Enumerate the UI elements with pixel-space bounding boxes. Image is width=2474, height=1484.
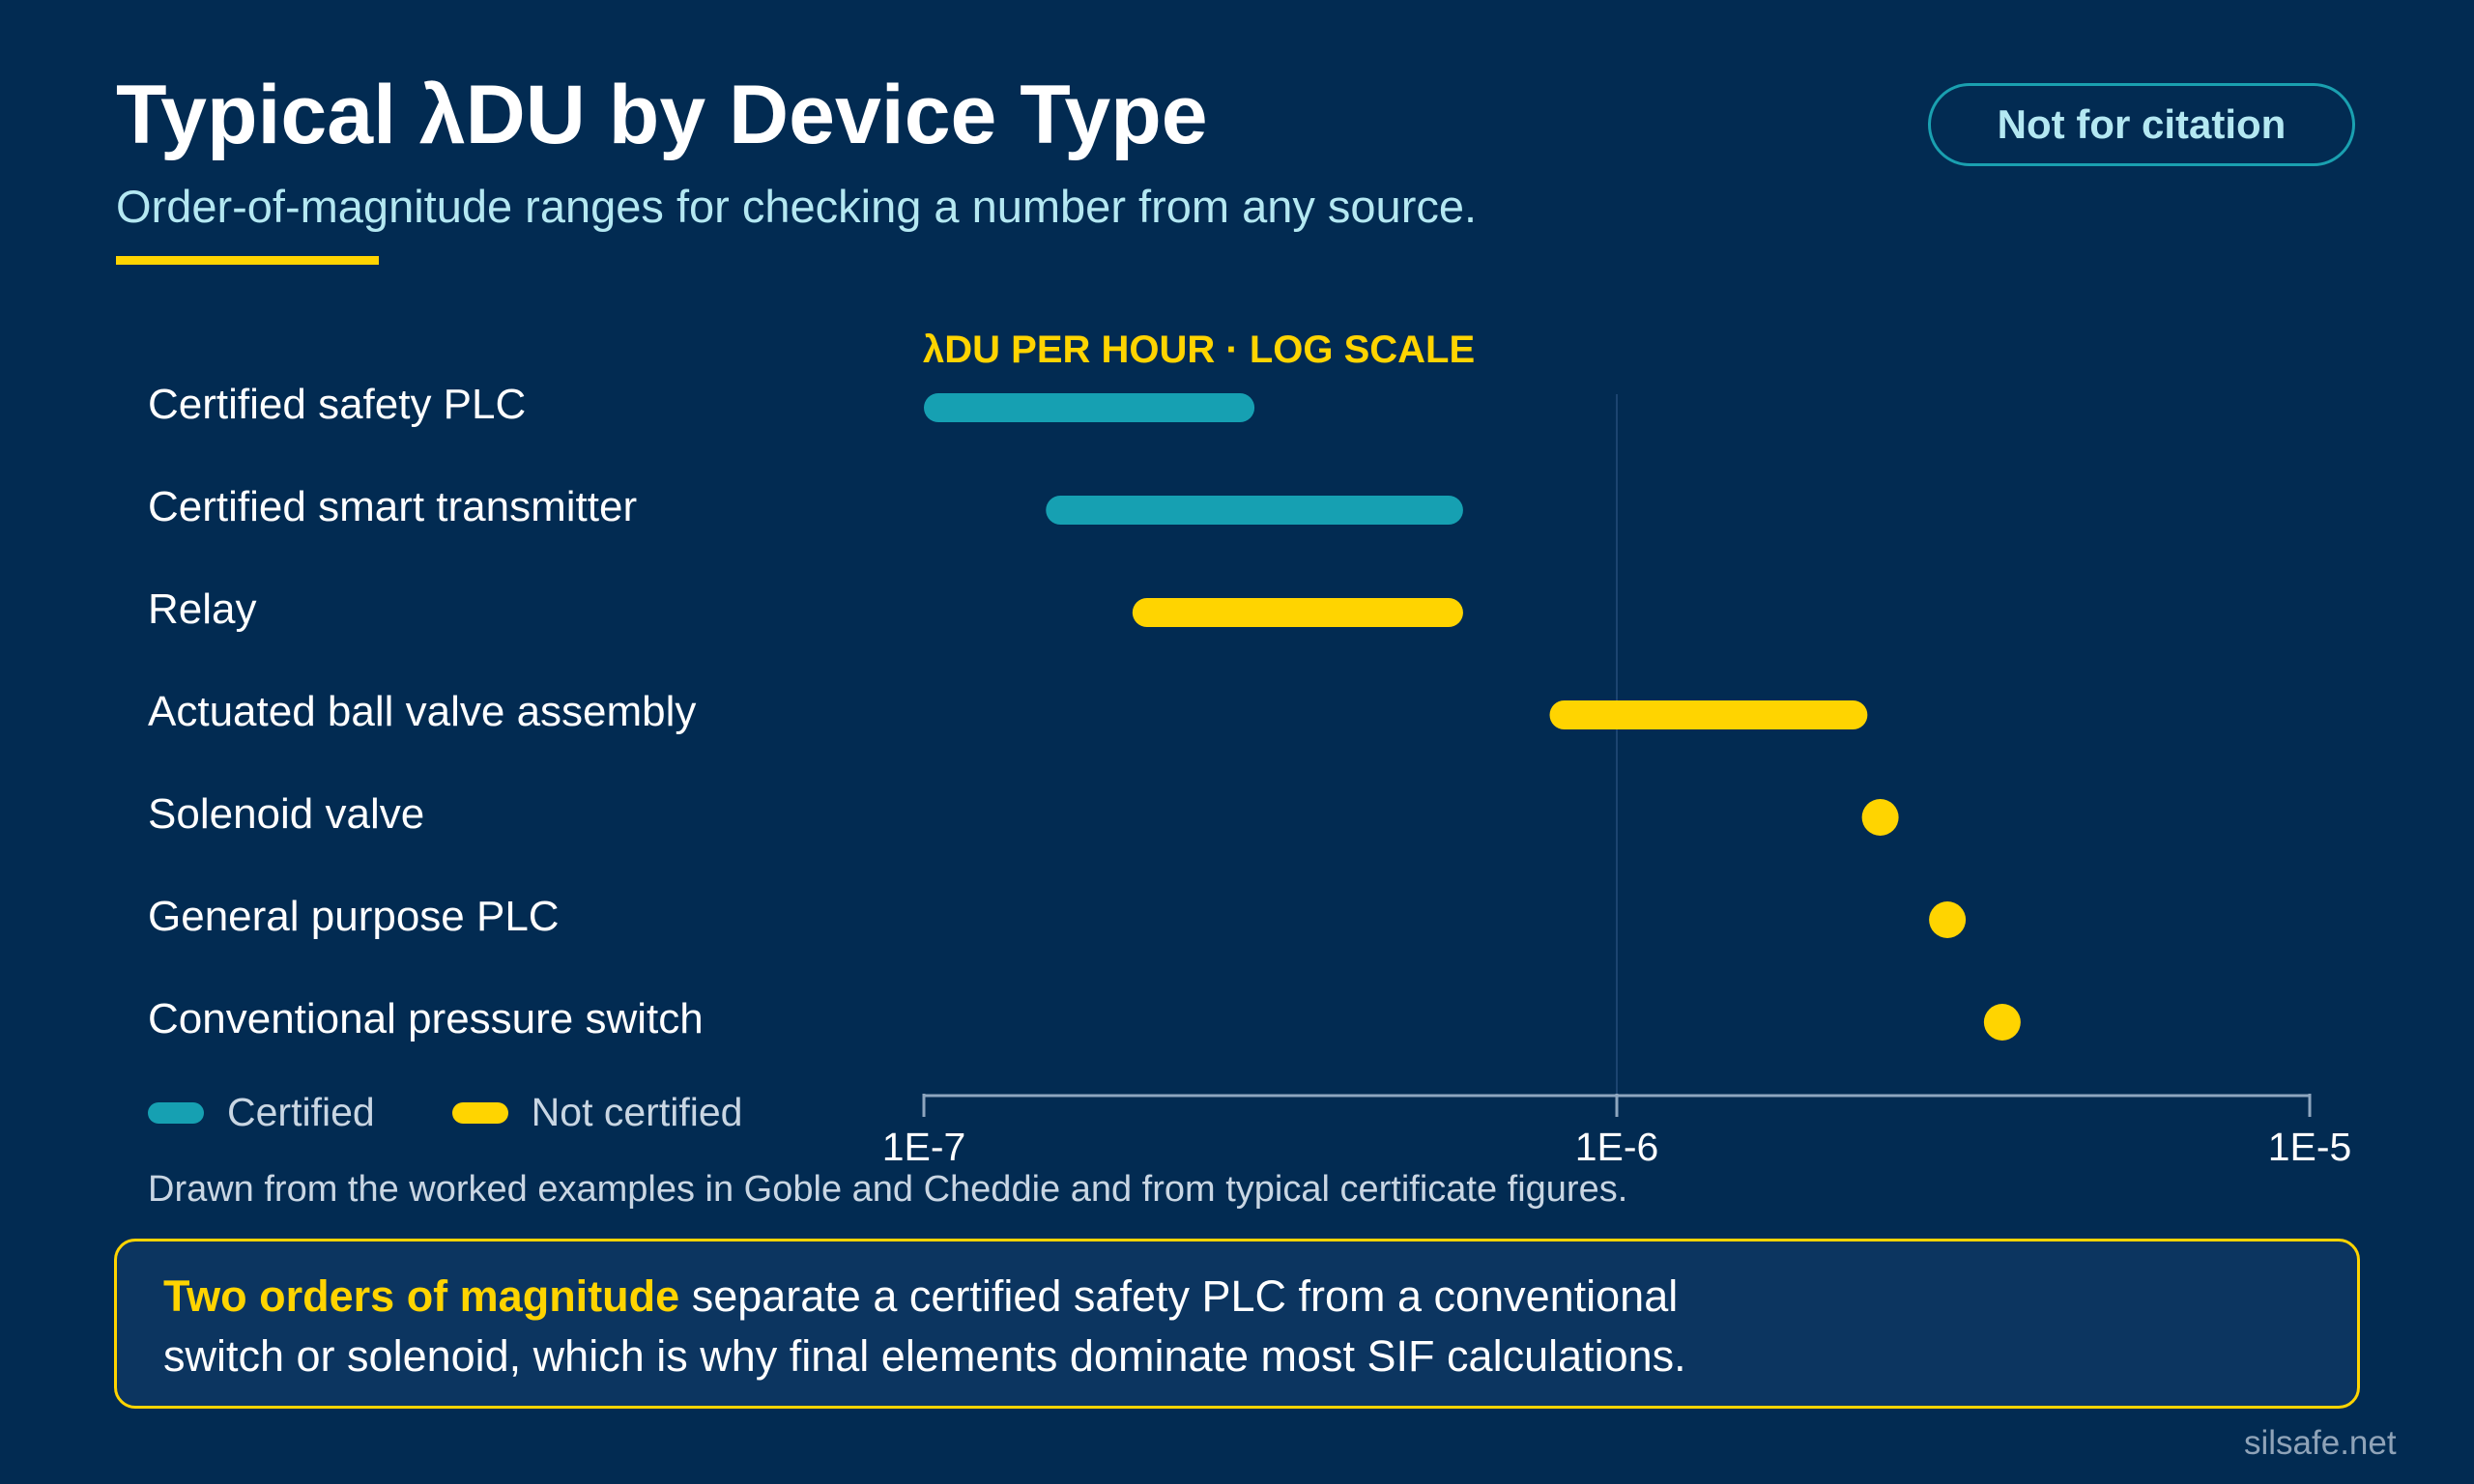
footer-site: silsafe.net (2244, 1424, 2397, 1462)
range-point (1861, 799, 1899, 836)
callout-line1: separate a certified safety PLC from a c… (679, 1271, 1679, 1321)
range-bar (1046, 496, 1463, 525)
range-point (1983, 1004, 2021, 1041)
range-bar (924, 393, 1255, 422)
row-label: General purpose PLC (148, 893, 560, 940)
not-for-citation-badge: Not for citation (1928, 83, 2355, 166)
range-point (1929, 901, 1967, 938)
legend-label-certified: Certified (227, 1090, 375, 1134)
range-bar (1549, 700, 1868, 729)
tick-label: 1E-5 (2267, 1125, 2352, 1169)
callout-box: Two orders of magnitude separate a certi… (114, 1239, 2360, 1409)
chart-subtitle: Order-of-magnitude ranges for checking a… (116, 181, 1478, 232)
tick-label: 1E-7 (881, 1125, 966, 1169)
row-label: Actuated ball valve assembly (148, 688, 697, 735)
legend: Certified Not certified (148, 1090, 820, 1135)
legend-swatch-not-certified (451, 1101, 508, 1124)
row-label: Conventional pressure switch (148, 995, 704, 1042)
callout-line2: switch or solenoid, which is why final e… (163, 1331, 1686, 1381)
tick-label: 1E-6 (1574, 1125, 1659, 1169)
row-label: Solenoid valve (148, 790, 425, 838)
range-bar (1132, 598, 1463, 627)
axis-title: λDU PER HOUR · LOG SCALE (923, 328, 1476, 371)
legend-swatch-certified (148, 1101, 204, 1124)
legend-label-not-certified: Not certified (531, 1090, 743, 1134)
legend-item-not-certified: Not certified (451, 1090, 743, 1135)
row-label: Certified safety PLC (148, 381, 527, 428)
callout-lead: Two orders of magnitude (163, 1271, 680, 1321)
chart-title: Typical λDU by Device Type (116, 69, 1208, 161)
title-underline (116, 256, 379, 265)
source-note: Drawn from the worked examples in Goble … (148, 1169, 1628, 1210)
row-label: Relay (148, 585, 257, 633)
legend-item-certified: Certified (148, 1090, 375, 1135)
row-label: Certified smart transmitter (148, 483, 638, 530)
